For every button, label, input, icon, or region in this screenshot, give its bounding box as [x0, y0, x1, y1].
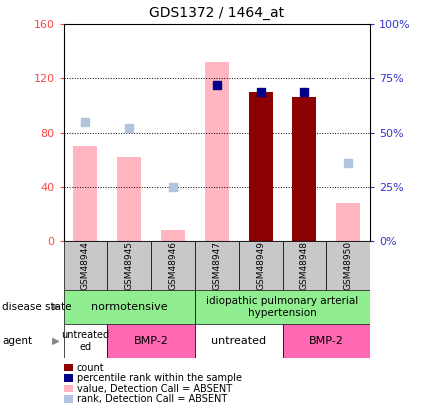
Bar — [336, 203, 360, 241]
Text: normotensive: normotensive — [91, 302, 167, 312]
FancyBboxPatch shape — [64, 241, 107, 290]
Bar — [117, 157, 141, 241]
Text: BMP-2: BMP-2 — [134, 336, 169, 346]
Text: rank, Detection Call = ABSENT: rank, Detection Call = ABSENT — [77, 394, 227, 404]
Bar — [205, 62, 229, 241]
FancyBboxPatch shape — [326, 241, 370, 290]
Text: GSM48950: GSM48950 — [344, 241, 353, 290]
Bar — [64, 364, 73, 371]
Text: GSM48949: GSM48949 — [256, 241, 265, 290]
Text: value, Detection Call = ABSENT: value, Detection Call = ABSENT — [77, 384, 232, 394]
Text: percentile rank within the sample: percentile rank within the sample — [77, 373, 242, 383]
Bar — [293, 98, 316, 241]
Text: untreated
ed: untreated ed — [61, 330, 110, 352]
FancyBboxPatch shape — [283, 324, 370, 358]
Bar — [64, 385, 73, 392]
FancyBboxPatch shape — [107, 241, 151, 290]
Text: agent: agent — [2, 337, 32, 346]
Bar — [73, 146, 97, 241]
FancyBboxPatch shape — [64, 324, 107, 358]
FancyBboxPatch shape — [64, 290, 195, 324]
FancyBboxPatch shape — [283, 241, 326, 290]
FancyBboxPatch shape — [239, 241, 283, 290]
Text: count: count — [77, 363, 104, 373]
Text: disease state: disease state — [2, 302, 72, 312]
Bar — [64, 374, 73, 382]
Text: GSM48946: GSM48946 — [169, 241, 177, 290]
Text: BMP-2: BMP-2 — [309, 336, 344, 346]
Text: idiopathic pulmonary arterial
hypertension: idiopathic pulmonary arterial hypertensi… — [206, 296, 359, 318]
Text: GSM48944: GSM48944 — [81, 241, 90, 290]
FancyBboxPatch shape — [195, 290, 370, 324]
Text: GSM48948: GSM48948 — [300, 241, 309, 290]
Text: GSM48947: GSM48947 — [212, 241, 221, 290]
Title: GDS1372 / 1464_at: GDS1372 / 1464_at — [149, 6, 284, 21]
FancyBboxPatch shape — [107, 324, 195, 358]
FancyBboxPatch shape — [195, 324, 283, 358]
Text: untreated: untreated — [211, 336, 266, 346]
Text: GSM48945: GSM48945 — [125, 241, 134, 290]
Bar — [249, 92, 272, 241]
Bar — [64, 395, 73, 403]
Bar — [161, 230, 185, 241]
FancyBboxPatch shape — [195, 241, 239, 290]
FancyBboxPatch shape — [151, 241, 195, 290]
